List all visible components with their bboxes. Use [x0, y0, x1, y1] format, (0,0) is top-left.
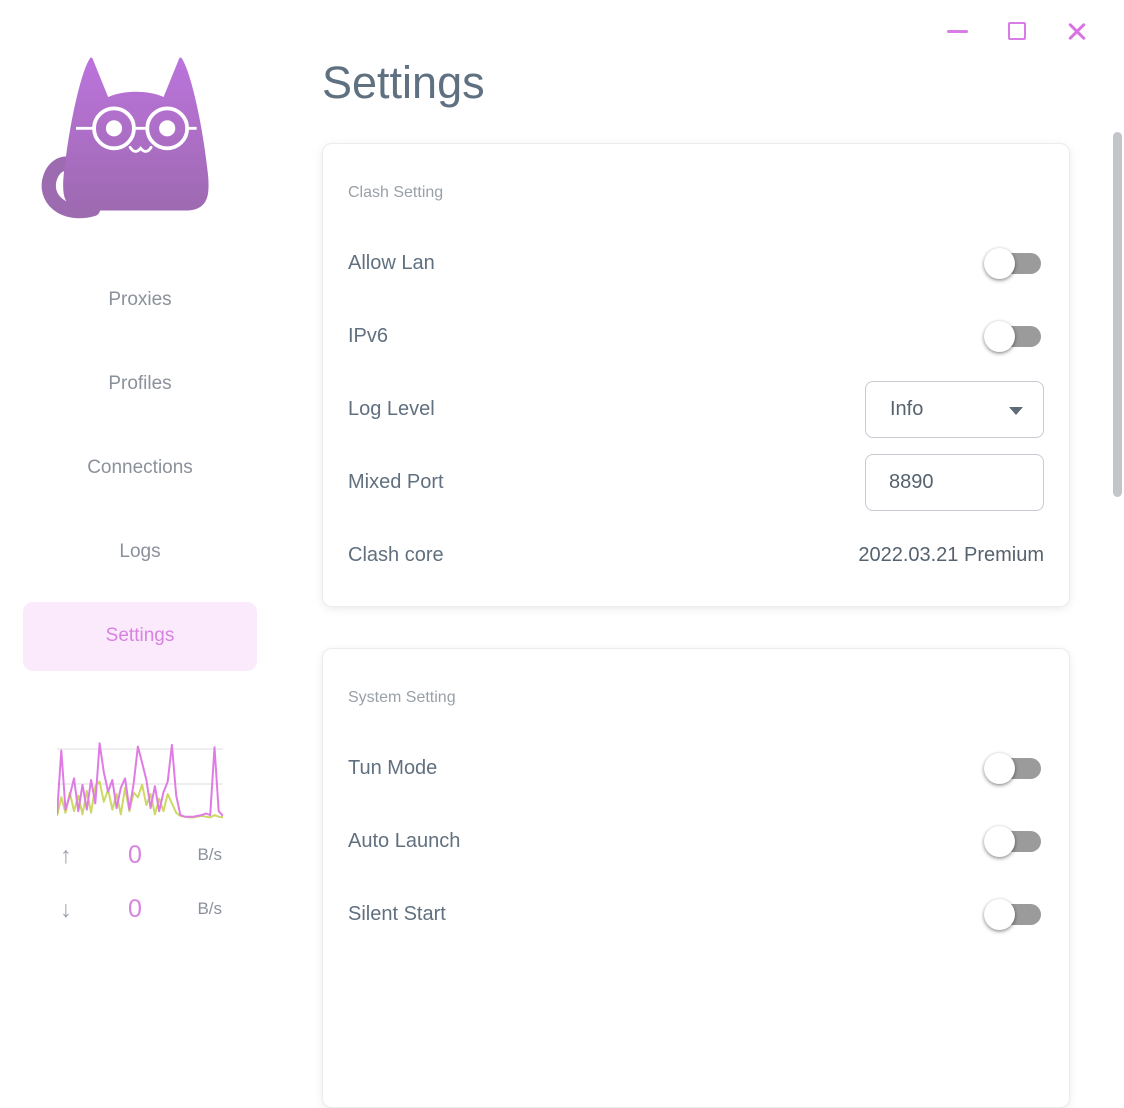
sidebar-item-label[interactable]: Connections — [87, 457, 193, 478]
setting-row-mixed-port: Mixed Port — [348, 446, 1044, 519]
setting-label: IPv6 — [348, 325, 389, 347]
download-speed: ↓ 0 B/s — [56, 894, 224, 924]
sidebar-item-label[interactable]: Logs — [119, 541, 161, 562]
sidebar: Proxies Profiles Connections Logs Settin… — [0, 0, 280, 937]
sidebar-item-logs[interactable]: Logs — [0, 510, 280, 594]
setting-label: Log Level — [348, 398, 435, 420]
sidebar-item-connections[interactable]: Connections — [0, 426, 280, 510]
setting-row-silent-start: Silent Start — [348, 878, 1044, 951]
upload-series-line — [57, 742, 223, 818]
scrollbar[interactable] — [1113, 132, 1122, 497]
toggle-knob — [984, 248, 1015, 279]
maximize-button[interactable] — [998, 18, 1036, 44]
system-setting-card: System Setting Tun Mode Auto Launch Sile… — [322, 648, 1070, 1108]
upload-speed-unit: B/s — [197, 845, 222, 864]
clash-setting-card: Clash Setting Allow Lan IPv6 Log Level I… — [322, 143, 1070, 607]
auto-launch-toggle[interactable] — [984, 826, 1041, 857]
card-section-title: System Setting — [348, 689, 456, 706]
sidebar-item-profiles[interactable]: Profiles — [0, 342, 280, 426]
download-speed-value: 0 — [128, 894, 142, 923]
toggle-knob — [984, 753, 1015, 784]
setting-label: Silent Start — [348, 903, 446, 925]
setting-label: Clash core — [348, 544, 444, 566]
sidebar-item-label[interactable]: Profiles — [108, 373, 172, 394]
download-speed-unit: B/s — [197, 899, 222, 918]
maximize-icon — [1008, 22, 1026, 40]
upload-arrow-icon: ↑ — [60, 841, 72, 868]
setting-row-tun-mode: Tun Mode — [348, 732, 1044, 805]
sidebar-item-settings[interactable]: Settings — [0, 594, 280, 678]
minimize-icon — [946, 29, 968, 33]
download-arrow-icon: ↓ — [60, 895, 72, 922]
page-title: Settings — [322, 57, 485, 108]
silent-start-toggle[interactable] — [984, 899, 1041, 930]
traffic-sparkline-chart — [57, 742, 223, 819]
toggle-knob — [984, 826, 1015, 857]
chevron-down-icon — [1009, 407, 1023, 415]
setting-row-ipv6: IPv6 — [348, 300, 1044, 373]
setting-label: Tun Mode — [348, 757, 438, 779]
main-content: Settings Clash Setting Allow Lan IPv6 Lo… — [322, 0, 1070, 1108]
toggle-knob — [984, 321, 1015, 352]
sidebar-nav: Proxies Profiles Connections Logs Settin… — [0, 258, 280, 678]
setting-row-auto-launch: Auto Launch — [348, 805, 1044, 878]
card-section-title: Clash Setting — [348, 184, 444, 201]
cat-logo-icon — [41, 57, 209, 219]
ipv6-toggle[interactable] — [984, 321, 1041, 352]
upload-speed-value: 0 — [128, 840, 142, 869]
minimize-button[interactable] — [938, 18, 976, 44]
mixed-port-input[interactable] — [865, 454, 1044, 511]
clash-core-version: 2022.03.21 Premium — [858, 544, 1044, 566]
close-icon — [1067, 21, 1087, 41]
log-level-selected-value: Info — [890, 398, 924, 420]
sidebar-item-label[interactable]: Settings — [23, 601, 257, 671]
tun-mode-toggle[interactable] — [984, 753, 1041, 784]
setting-row-allow-lan: Allow Lan — [348, 227, 1044, 300]
allow-lan-toggle[interactable] — [984, 248, 1041, 279]
setting-row-clash-core: Clash core 2022.03.21 Premium — [348, 519, 1044, 592]
sidebar-item-proxies[interactable]: Proxies — [0, 258, 280, 342]
setting-label: Mixed Port — [348, 471, 444, 493]
window-controls — [938, 18, 1096, 44]
setting-label: Allow Lan — [348, 252, 435, 274]
setting-label: Auto Launch — [348, 830, 461, 852]
toggle-knob — [984, 899, 1015, 930]
sidebar-item-label[interactable]: Proxies — [108, 289, 172, 310]
log-level-select[interactable]: Info — [865, 381, 1044, 438]
setting-row-log-level: Log Level Info — [348, 373, 1044, 446]
upload-speed: ↑ 0 B/s — [56, 840, 224, 870]
